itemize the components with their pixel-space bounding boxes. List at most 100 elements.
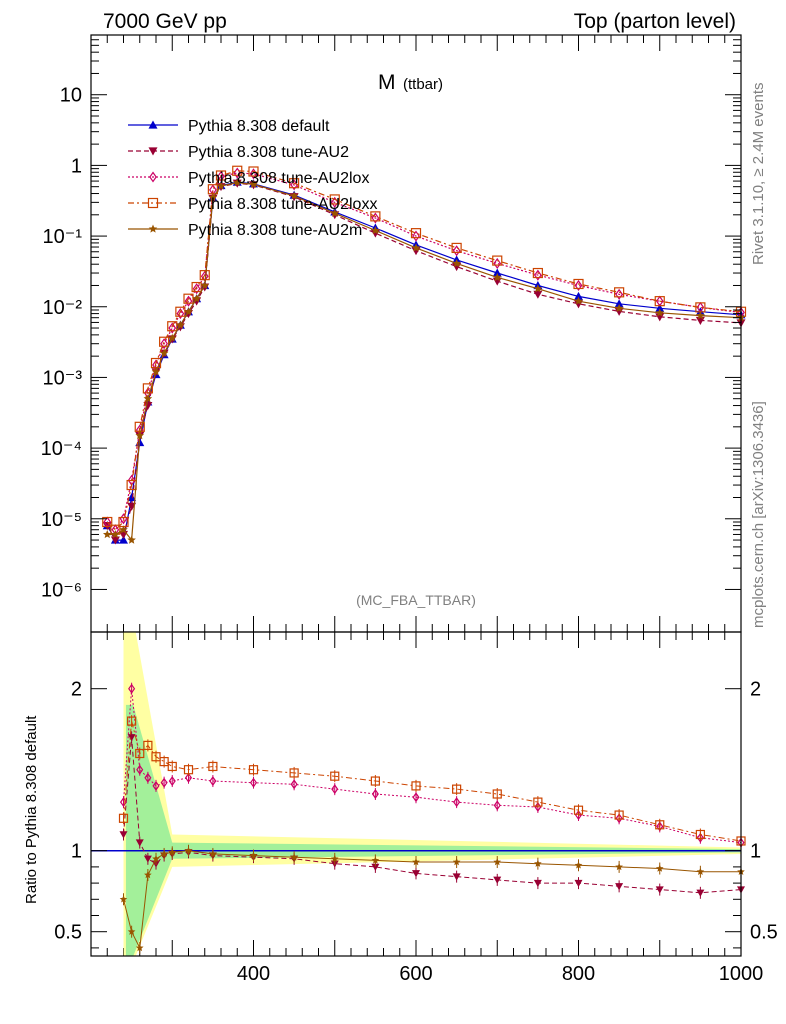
data-point bbox=[191, 281, 202, 293]
data-point bbox=[289, 191, 299, 200]
data-point bbox=[615, 288, 624, 300]
ratio-point bbox=[151, 752, 161, 762]
ratio-point bbox=[370, 776, 380, 786]
ratio-point bbox=[144, 871, 152, 879]
ratio-point bbox=[143, 855, 152, 863]
ratio-y-tick-label: 1 bbox=[71, 841, 82, 863]
data-point bbox=[452, 245, 461, 257]
legend-item-5: Pythia 8.308 tune-AU2m bbox=[128, 222, 362, 239]
data-point bbox=[119, 535, 128, 544]
data-point bbox=[184, 295, 193, 307]
data-point bbox=[329, 194, 340, 205]
ratio-point bbox=[534, 859, 542, 867]
data-point bbox=[110, 536, 120, 545]
ratio-point bbox=[615, 813, 623, 824]
y-tick-label: 10⁻⁶ bbox=[41, 579, 82, 601]
y-tick-label: 10 bbox=[60, 85, 82, 107]
data-point bbox=[111, 529, 120, 539]
ratio-line-1 bbox=[123, 737, 742, 894]
ratio-point bbox=[412, 792, 420, 803]
data-point bbox=[492, 272, 502, 282]
ratio-point bbox=[209, 775, 217, 787]
data-point bbox=[217, 170, 225, 182]
data-point bbox=[192, 294, 201, 303]
ratio-point bbox=[574, 861, 583, 869]
data-point bbox=[232, 178, 242, 187]
legend-marker bbox=[148, 120, 158, 129]
data-point bbox=[370, 211, 381, 222]
legend-item-3: Pythia 8.308 tune-AU2lox bbox=[128, 170, 369, 187]
series-3 bbox=[103, 167, 745, 536]
ratio-point bbox=[493, 858, 502, 866]
ratio-point bbox=[249, 851, 258, 859]
ratio-point bbox=[168, 775, 176, 787]
ratio-point bbox=[533, 879, 542, 888]
data-point bbox=[142, 383, 153, 394]
data-point bbox=[411, 243, 421, 252]
mcplots-label: mcplots.cern.ch [arXiv:1306.3436] bbox=[750, 401, 767, 628]
data-point bbox=[248, 166, 259, 177]
ratio-point bbox=[160, 777, 168, 788]
data-point bbox=[574, 300, 583, 309]
series-line-4 bbox=[106, 170, 742, 531]
rivet-label: Rivet 3.1.10, ≥ 2.4M events bbox=[750, 83, 767, 266]
ratio-point bbox=[452, 784, 462, 794]
main-panel: 10 1 10⁻¹ 10⁻² 10⁻³ 10⁻⁴ 10⁻⁵ 10⁻⁶ M (ttbar) (M… bbox=[41, 34, 747, 956]
data-point bbox=[654, 296, 665, 307]
data-point bbox=[492, 255, 503, 266]
ratio-y-tick-label: 0.5 bbox=[54, 922, 82, 944]
data-point bbox=[143, 394, 153, 403]
ratio-point bbox=[249, 777, 258, 788]
chart-title: M bbox=[378, 71, 396, 94]
y-tick-label: 10⁻³ bbox=[43, 367, 83, 389]
legend-label: Pythia 8.308 tune-AU2 bbox=[188, 144, 349, 161]
data-point bbox=[533, 284, 543, 293]
legend-item-1: Pythia 8.308 default bbox=[128, 118, 330, 135]
y-tick-label: 10⁻¹ bbox=[43, 226, 83, 248]
data-point bbox=[371, 225, 380, 235]
series-5 bbox=[102, 178, 746, 544]
data-point bbox=[167, 321, 178, 332]
ratio-line-4 bbox=[123, 850, 741, 950]
ratio-series-1 bbox=[119, 731, 745, 899]
ratio-point bbox=[183, 765, 194, 775]
ratio-point bbox=[144, 772, 152, 783]
data-point bbox=[614, 303, 624, 312]
ratio-point bbox=[453, 797, 461, 808]
data-point bbox=[176, 320, 185, 329]
ratio-ylabel: Ratio to Pythia 8.308 default bbox=[23, 715, 40, 904]
ratio-point bbox=[493, 800, 501, 811]
ratio-point bbox=[695, 829, 705, 840]
data-point bbox=[371, 212, 380, 224]
ratio-point bbox=[655, 886, 664, 894]
ratio-point bbox=[184, 846, 193, 854]
ratio-point bbox=[452, 858, 461, 866]
ratio-point bbox=[152, 780, 160, 791]
ratio-point bbox=[159, 756, 169, 767]
main-plot-area bbox=[102, 165, 747, 545]
ratio-point bbox=[696, 889, 705, 897]
ratio-point bbox=[167, 761, 177, 772]
ratio-point bbox=[452, 873, 461, 881]
data-point bbox=[160, 338, 169, 350]
data-point bbox=[192, 297, 202, 306]
data-point bbox=[151, 367, 161, 376]
data-point bbox=[232, 165, 243, 176]
ratio-point bbox=[614, 810, 624, 820]
ratio-point bbox=[127, 716, 137, 726]
data-point bbox=[102, 529, 112, 539]
data-point bbox=[330, 208, 340, 217]
ratio-point bbox=[573, 805, 584, 815]
ratio-point bbox=[135, 943, 144, 952]
legend-marker bbox=[147, 197, 159, 209]
ratio-point bbox=[371, 856, 380, 864]
ratio-point bbox=[655, 820, 665, 830]
data-point bbox=[614, 299, 624, 308]
ratio-point bbox=[160, 849, 168, 858]
data-point bbox=[410, 228, 422, 239]
uncertainty-band-outer bbox=[123, 632, 741, 956]
data-point bbox=[159, 336, 170, 347]
ratio-series-3 bbox=[118, 715, 746, 847]
ratio-point bbox=[615, 862, 623, 871]
